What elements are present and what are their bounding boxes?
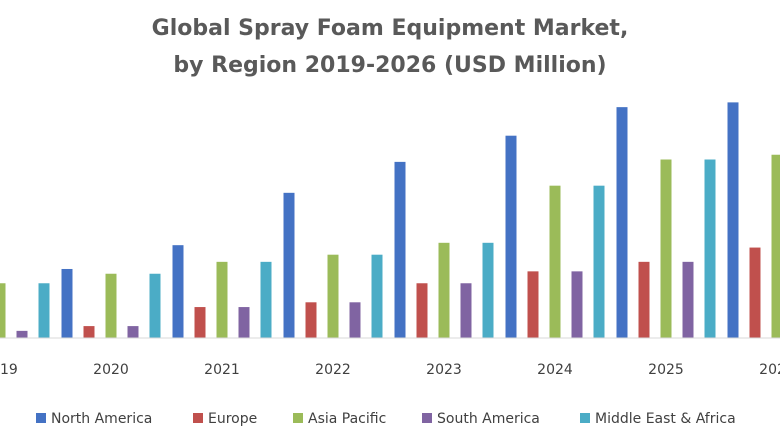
chart-title-line-1: Global Spray Foam Equipment Market, (152, 16, 629, 41)
bar-asia-pacific-2022 (327, 254, 339, 338)
bar-south-america-2020 (127, 326, 139, 338)
legend-label-europe: Europe (208, 411, 257, 427)
bar-europe-2022 (305, 302, 317, 338)
bar-europe-2023 (416, 283, 428, 338)
legend-swatch-south-america (422, 413, 432, 423)
bar-north-america-2026 (727, 102, 739, 338)
bar-asia-pacific-2026 (771, 154, 780, 338)
bar-asia-pacific-2019 (0, 283, 6, 338)
bar-middle-east-africa-2023 (482, 242, 494, 338)
bar-asia-pacific-2023 (438, 242, 450, 338)
x-axis-ticks: 2019 2020 2021 2022 2023 2024 2025 2026 (0, 362, 780, 378)
legend-label-south-america: South America (437, 411, 540, 427)
bar-north-america-2021 (172, 245, 184, 338)
bar-north-america-2024 (505, 135, 517, 338)
bar-middle-east-africa-2025 (704, 159, 716, 338)
bar-south-america-2022 (349, 302, 361, 338)
legend-swatch-europe (193, 413, 203, 423)
legend-swatch-middle-east-africa (580, 413, 590, 423)
x-tick-label-2025: 2025 (648, 362, 684, 378)
x-tick-label-2019: 2019 (0, 362, 18, 378)
bar-europe-2021 (194, 307, 206, 338)
x-tick-label-2020: 2020 (93, 362, 129, 378)
bar-south-america-2021 (238, 307, 250, 338)
bar-asia-pacific-2021 (216, 261, 228, 338)
legend-label-asia-pacific: Asia Pacific (308, 411, 386, 427)
legend: North America Europe Asia Pacific South Ame… (36, 411, 736, 427)
bar-north-america-2022 (283, 192, 295, 338)
bar-europe-2020 (83, 326, 95, 338)
bar-europe-2026 (749, 247, 761, 338)
x-tick-label-2024: 2024 (537, 362, 573, 378)
x-tick-label-2022: 2022 (315, 362, 351, 378)
legend-label-north-america: North America (51, 411, 152, 427)
bar-asia-pacific-2024 (549, 185, 561, 338)
bar-middle-east-africa-2022 (371, 254, 383, 338)
bar-south-america-2024 (571, 271, 583, 338)
x-tick-label-2021: 2021 (204, 362, 240, 378)
legend-swatch-north-america (36, 413, 46, 423)
bar-middle-east-africa-2024 (593, 185, 605, 338)
bar-europe-2024 (527, 271, 539, 338)
bar-north-america-2025 (616, 107, 628, 338)
x-tick-label-2026: 2026 (759, 362, 780, 378)
bars-group (0, 102, 780, 338)
bar-asia-pacific-2025 (660, 159, 672, 338)
x-tick-label-2023: 2023 (426, 362, 462, 378)
legend-label-middle-east-africa: Middle East & Africa (595, 411, 736, 427)
bar-middle-east-africa-2020 (149, 273, 161, 338)
bar-middle-east-africa-2021 (260, 261, 272, 338)
bar-south-america-2019 (16, 330, 28, 338)
bar-europe-2025 (638, 261, 650, 338)
bar-south-america-2023 (460, 283, 472, 338)
bar-asia-pacific-2020 (105, 273, 117, 338)
bar-middle-east-africa-2019 (38, 283, 50, 338)
chart-title-line-2: by Region 2019-2026 (USD Million) (173, 53, 606, 78)
bar-south-america-2025 (682, 261, 694, 338)
bar-north-america-2020 (61, 268, 73, 338)
legend-swatch-asia-pacific (293, 413, 303, 423)
bar-north-america-2023 (394, 161, 406, 338)
